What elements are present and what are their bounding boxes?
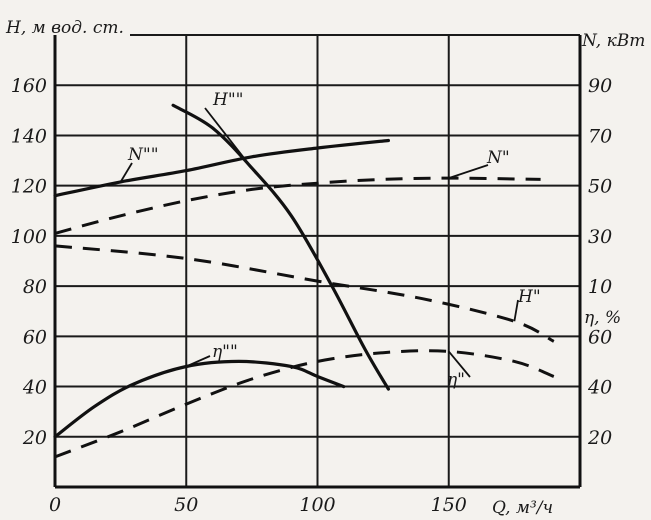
series-line-Hdq <box>54 244 555 343</box>
eta-tick-label: 60 <box>588 326 612 348</box>
n-tick-label: 70 <box>588 125 612 147</box>
series-leader-Ndq <box>448 164 489 179</box>
series-line-Ndq <box>54 176 541 235</box>
series-leader-Hdq <box>513 299 519 322</box>
h-tick-label: 160 <box>11 75 47 97</box>
series <box>53 103 555 459</box>
h-tick-label: 60 <box>23 326 47 348</box>
grid <box>55 34 580 487</box>
y-axis-title-right-bottom: η, % <box>584 308 621 328</box>
series-leader-etadq <box>448 350 471 378</box>
series-leader-Ndqdq <box>119 162 133 183</box>
n-tick-label: 90 <box>588 75 612 97</box>
x-axis-title: Q, м³/ч <box>492 498 553 518</box>
h-tick-label: 80 <box>23 276 47 298</box>
x-tick-label: 0 <box>49 494 61 516</box>
h-tick-label: 100 <box>11 226 47 248</box>
eta-tick-label: 20 <box>587 427 612 449</box>
x-tick-label: 50 <box>174 494 198 516</box>
tick-labels: 20 40 60 80 100 120 140 160 0 50 100 150 10 30 50 70 90 2… <box>11 75 612 516</box>
eta-tick-label: 40 <box>587 377 612 399</box>
x-tick-label: 150 <box>431 494 467 516</box>
series-label-Ndq: N" <box>486 148 510 168</box>
series-line-Hdqdq <box>171 103 390 391</box>
series-label-Hdq: H" <box>517 287 541 307</box>
series-line-etadq <box>54 349 555 459</box>
axes <box>53 35 582 489</box>
series-label-Hdqdq: H"" <box>212 90 243 110</box>
series-label-Ndqdq: N"" <box>127 145 159 165</box>
series-line-etadqdq <box>53 359 346 439</box>
h-tick-label: 140 <box>11 125 47 147</box>
series-leader-etadqdq <box>185 355 211 368</box>
series-label-etadq: η" <box>447 370 465 390</box>
series-label-etadqdq: η"" <box>212 342 238 362</box>
h-tick-label: 120 <box>11 176 47 198</box>
x-tick-label: 100 <box>299 494 335 516</box>
h-tick-label: 20 <box>22 427 47 449</box>
n-tick-label: 30 <box>588 226 612 248</box>
y-axis-title-left: H, м вод. ст. <box>5 18 124 38</box>
h-tick-label: 40 <box>22 377 47 399</box>
n-tick-label: 10 <box>588 276 612 298</box>
y-axis-title-right-top: N, кВт <box>581 31 645 51</box>
n-tick-label: 50 <box>588 176 612 198</box>
series-line-Ndqdq <box>53 138 390 198</box>
